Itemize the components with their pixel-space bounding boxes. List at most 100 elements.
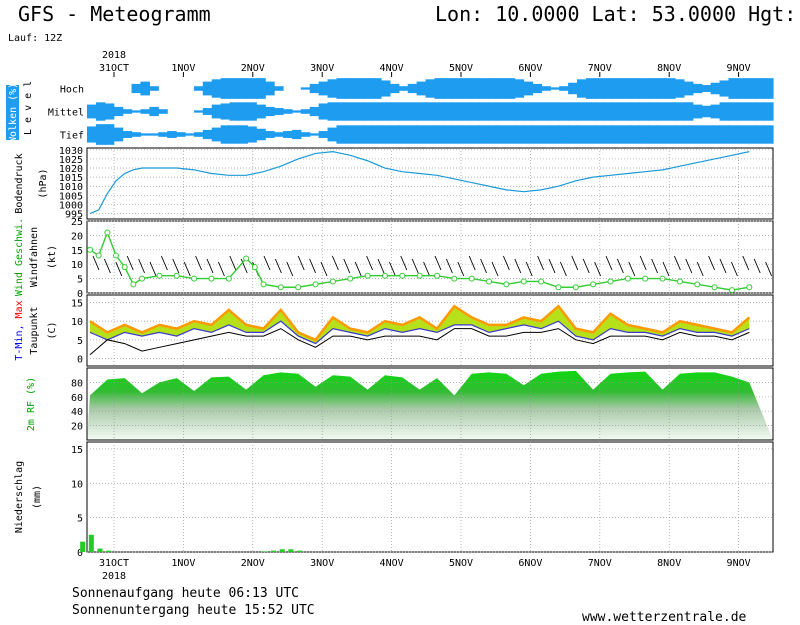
- wind-barb: [286, 261, 294, 277]
- date-label-bottom: 6NOV: [518, 558, 542, 569]
- cloud-cell: [470, 102, 480, 121]
- wind-speed-point: [642, 275, 649, 282]
- cloud-cell: [541, 86, 551, 91]
- cloud-cell: [113, 106, 124, 117]
- cloud-cell: [603, 78, 614, 99]
- cloud-cell: [639, 102, 649, 121]
- location-text: Lon: 10.0000 Lat: 53.0000 Hgt: 8: [435, 2, 800, 26]
- precip-bar: [88, 534, 94, 552]
- wind-speed-point: [347, 275, 354, 282]
- cloud-cell: [594, 102, 605, 121]
- cloud-cell: [381, 102, 391, 121]
- wind-barb: [445, 258, 453, 274]
- cloud-cell: [220, 125, 231, 144]
- cloud-cell: [158, 132, 168, 137]
- precip-bar: [80, 541, 86, 552]
- cloud-cell: [398, 86, 409, 91]
- wind-barb: [411, 258, 419, 274]
- cloud-cell: [291, 129, 302, 140]
- wind-speed-point: [711, 284, 718, 291]
- precip-bar: [271, 550, 276, 552]
- cloud-cell: [389, 125, 400, 144]
- cloud-cell: [309, 106, 320, 117]
- wind-barb: [696, 261, 704, 277]
- pressure-tick-label: 1000: [59, 200, 83, 211]
- wind-speed-point: [243, 255, 250, 262]
- cloud-cell: [728, 102, 738, 121]
- date-label-top: 3NOV: [310, 63, 334, 74]
- wind-barb: [126, 255, 134, 271]
- cloud-cell: [496, 78, 507, 99]
- cloud-cell: [104, 124, 115, 145]
- wind-barb: [138, 258, 146, 274]
- cloud-cell: [407, 125, 418, 144]
- cloud-cell: [247, 102, 257, 121]
- wind-speed-point: [416, 272, 423, 279]
- cloud-cell: [675, 102, 685, 121]
- cloud-cell: [648, 78, 658, 99]
- wind-speed-point: [225, 275, 232, 282]
- wind-barb: [662, 261, 670, 277]
- wind-barb: [548, 258, 556, 274]
- cloud-cell: [550, 125, 560, 144]
- cloud-cell: [211, 127, 222, 142]
- cloud-cell: [657, 78, 667, 99]
- cloud-cell: [193, 86, 204, 91]
- wind-barb: [537, 255, 545, 271]
- wind-speed-point: [364, 272, 371, 279]
- year-label-top: 2018: [102, 50, 126, 61]
- cloud-cell: [104, 103, 115, 120]
- wind-tick-label: 0: [77, 289, 83, 300]
- wind-speed-point: [277, 284, 284, 291]
- precip-bar: [279, 549, 285, 552]
- wind-tick-label: 15: [71, 246, 83, 257]
- cloud-cell: [505, 78, 516, 99]
- cloud-cell: [764, 102, 774, 121]
- pressure-tick-label: 1005: [59, 191, 83, 202]
- cloud-cell: [274, 108, 284, 115]
- wind-speed-point: [95, 252, 102, 259]
- cloud-cell: [363, 125, 373, 144]
- wind-axis-label: Wind Geschwi.: [14, 218, 25, 296]
- cloud-cell: [193, 110, 204, 113]
- cloud-cell: [701, 85, 712, 92]
- cloud-level-label: Tief: [60, 131, 84, 142]
- cloud-cell: [461, 78, 471, 99]
- cloud-cell: [550, 102, 560, 121]
- run-label: Lauf: 12Z: [8, 33, 63, 44]
- cloud-cell: [425, 79, 436, 98]
- cloud-cell: [585, 125, 596, 144]
- wind-speed-point: [728, 287, 735, 294]
- cloud-cell: [336, 102, 346, 121]
- cloud-cell: [113, 127, 124, 142]
- cloud-cell: [140, 133, 150, 136]
- cloud-cell: [541, 102, 551, 121]
- pressure-tick-label: 1020: [59, 164, 83, 175]
- pressure-tick-label: 995: [65, 210, 83, 221]
- date-label-bottom: 3NOV: [310, 558, 334, 569]
- cloud-cell: [594, 125, 605, 144]
- cloud-cell: [336, 125, 346, 144]
- cloud-cell: [737, 102, 747, 121]
- cloud-cell: [461, 102, 471, 121]
- cloud-cell: [140, 109, 150, 114]
- cloud-cell: [559, 125, 569, 144]
- cloud-cell: [719, 125, 730, 144]
- date-label-bottom: 8NOV: [657, 558, 681, 569]
- cloud-level-axis-label: L e v e l: [23, 81, 34, 135]
- cloud-cell: [692, 125, 703, 144]
- wind-barb: [582, 258, 590, 274]
- wind-barb: [103, 258, 111, 274]
- temp-axis-label: T-Min, Max: [14, 300, 25, 360]
- cloud-cell: [372, 102, 382, 121]
- cloud-cell: [719, 80, 730, 97]
- precip-bar: [106, 550, 112, 552]
- wind-barb: [297, 255, 305, 271]
- wind-vane-label: Windfahnen: [29, 227, 40, 287]
- cloud-cell: [291, 110, 302, 113]
- cloud-cell: [639, 78, 649, 99]
- wind-barb: [514, 258, 522, 274]
- cloud-cell: [701, 125, 712, 144]
- source-link[interactable]: www.wetterzentrale.de: [582, 610, 747, 625]
- wind-barb: [388, 261, 396, 277]
